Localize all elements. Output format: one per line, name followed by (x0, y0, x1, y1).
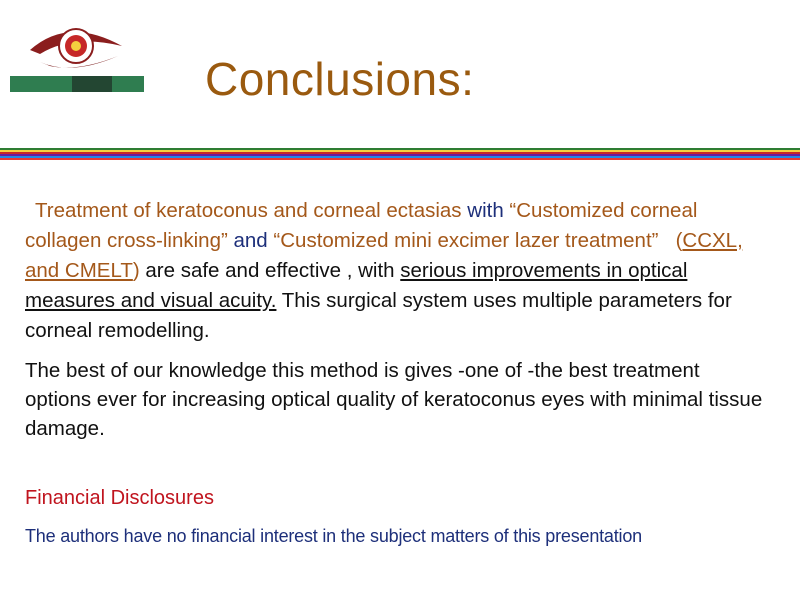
slide-title: Conclusions: (205, 53, 475, 105)
rainbow-divider (0, 148, 800, 160)
text-cmelt-name: “Customized mini excimer lazer treatment… (273, 229, 659, 252)
text-orange-1: Treatment of keratoconus and corneal ect… (35, 199, 462, 222)
conclusion-paragraph-1: Treatment of keratoconus and corneal ect… (25, 196, 765, 346)
text-paren-open: ( (675, 229, 683, 252)
text-with: with (461, 199, 510, 222)
text-paren-close: ) (132, 259, 140, 282)
logo-eye-emblem-icon (10, 20, 144, 92)
text-and: and (227, 229, 274, 252)
text-safe-effective: are safe and effective , with (139, 259, 401, 282)
conclusions-body: Treatment of keratoconus and corneal ect… (25, 196, 765, 443)
financial-disclosures-heading: Financial Disclosures (25, 487, 214, 509)
financial-disclosures-text: The authors have no financial interest i… (25, 526, 642, 546)
conclusion-paragraph-2: The best of our knowledge this method is… (25, 359, 763, 440)
text-surgical-system: This surgical system uses multiple param… (25, 289, 732, 342)
text-improvements: serious improvements in optical measures… (25, 259, 688, 312)
text-ccxl-name: “Customized corneal collagen cross-linki… (25, 199, 698, 252)
text-acronyms: CCXL, and CMELT (25, 229, 743, 282)
